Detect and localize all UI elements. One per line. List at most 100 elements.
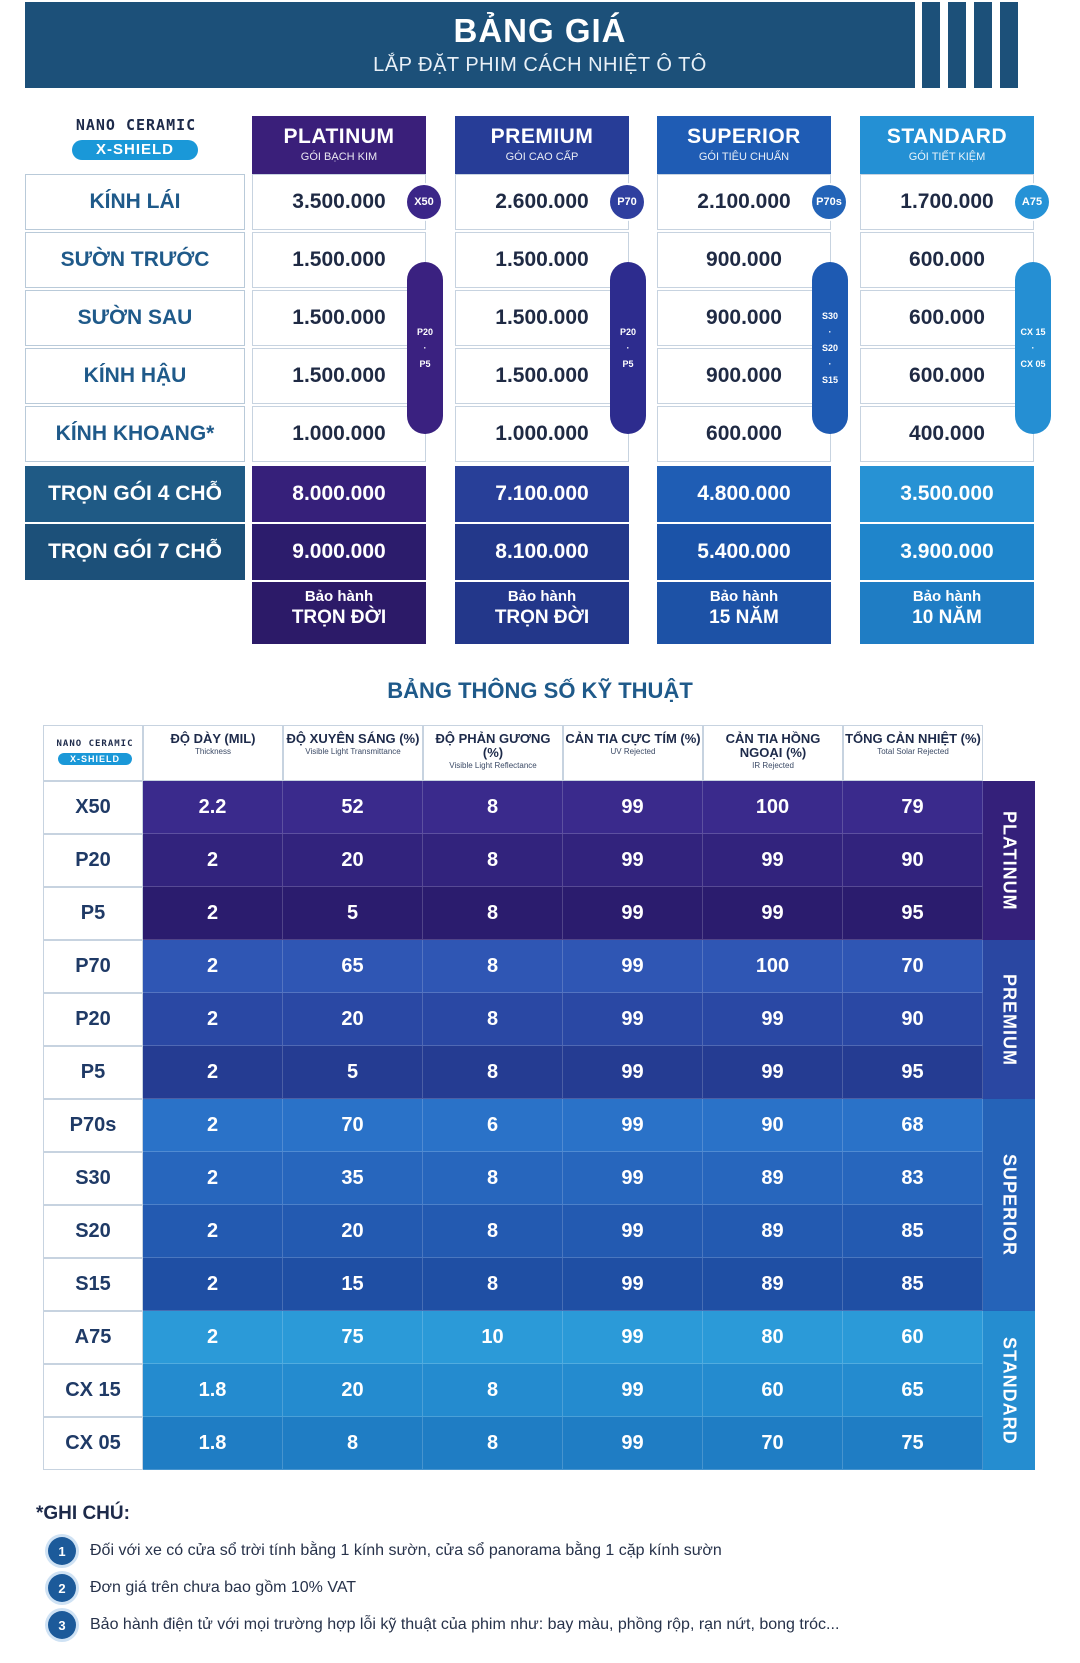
spec-value: 2 [143, 940, 283, 993]
spec-value: 2 [143, 1258, 283, 1311]
spec-value: 8 [423, 1258, 563, 1311]
spec-row: 2 75 10 99 80 60 [143, 1311, 983, 1364]
spec-value: 99 [563, 1046, 703, 1099]
warranty-line1: Bảo hành [912, 588, 982, 605]
price-cell: 3.500.000 [252, 174, 426, 230]
spec-value: 70 [283, 1099, 423, 1152]
spec-value: 99 [563, 940, 703, 993]
tier-header-superior: SUPERIOR GÓI TIÊU CHUẨN [657, 116, 831, 174]
note-number: 1 [48, 1537, 76, 1565]
spec-value: 5 [283, 887, 423, 940]
brand-logo-text: NANO CERAMIC [75, 116, 197, 134]
spec-row: 2 5 8 99 99 95 [143, 887, 983, 940]
package-price: 8.100.000 [455, 524, 629, 580]
price-cell: 1.500.000 [252, 290, 426, 346]
spec-value: 95 [843, 1046, 983, 1099]
spec-value: 99 [563, 1364, 703, 1417]
tier-side-text: PREMIUM [999, 973, 1020, 1066]
column-title: ĐỘ PHẢN GƯƠNG (%) [435, 731, 551, 760]
film-code: S15 [43, 1258, 143, 1311]
warranty-line2: TRỌN ĐỜI [494, 607, 590, 628]
tier-side-label: PLATINUM [983, 781, 1035, 940]
spec-value: 2 [143, 1152, 283, 1205]
price-cell: 900.000 [657, 232, 831, 288]
spec-value: 8 [423, 834, 563, 887]
spec-row: 2 65 8 99 100 70 [143, 940, 983, 993]
warranty-cell: Bảo hành TRỌN ĐỜI [252, 582, 426, 644]
price-cell: 600.000 [860, 290, 1034, 346]
column-subtitle: UV Rejected [610, 747, 656, 756]
film-range-pill: P20 · P5 [610, 262, 646, 434]
spec-row: 1.8 20 8 99 60 65 [143, 1364, 983, 1417]
film-range-pill: CX 15 · CX 05 [1015, 262, 1051, 434]
column-title: ĐỘ DÀY (MIL) [170, 731, 256, 746]
spec-value: 70 [703, 1417, 843, 1470]
column-subtitle: Visible Light Transmittance [305, 747, 401, 756]
spec-value: 100 [703, 940, 843, 993]
price-cell: 1.500.000 [252, 232, 426, 288]
spec-value: 8 [423, 887, 563, 940]
film-badge: P70 [610, 185, 644, 219]
film-range-item: CX 15 [1020, 327, 1046, 337]
spec-value: 90 [843, 993, 983, 1046]
spec-value: 100 [703, 781, 843, 834]
spec-row: 2 70 6 99 90 68 [143, 1099, 983, 1152]
spec-value: 1.8 [143, 1417, 283, 1470]
spec-value: 95 [843, 887, 983, 940]
spec-value: 2 [143, 834, 283, 887]
spec-value: 8 [423, 1152, 563, 1205]
spec-value: 60 [703, 1364, 843, 1417]
note-number: 2 [48, 1574, 76, 1602]
notes-title: *GHI CHÚ: [36, 1503, 130, 1524]
package-price: 7.100.000 [455, 466, 629, 522]
spec-value: 35 [283, 1152, 423, 1205]
note-text: Đối với xe có cửa sổ trời tính bằng 1 kí… [90, 1542, 722, 1559]
package-price: 9.000.000 [252, 524, 426, 580]
spec-value: 89 [703, 1152, 843, 1205]
column-title: TỔNG CẢN NHIỆT (%) [845, 731, 981, 746]
spec-value: 8 [423, 940, 563, 993]
spec-value: 8 [423, 781, 563, 834]
spec-value: 20 [283, 834, 423, 887]
spec-value: 15 [283, 1258, 423, 1311]
spec-row: 2 20 8 99 89 85 [143, 1205, 983, 1258]
film-range-item: S20 [821, 343, 838, 353]
price-cell: 2.100.000 [657, 174, 831, 230]
spec-value: 99 [563, 1417, 703, 1470]
film-range-item: P20 [619, 327, 636, 337]
spec-row: 1.8 8 8 99 70 75 [143, 1417, 983, 1470]
page-title: BẢNG GIÁ [453, 12, 627, 49]
spec-logo-cell [43, 725, 143, 781]
tier-header-premium: PREMIUM GÓI CAO CẤP [455, 116, 629, 174]
film-range-item: S15 [821, 375, 838, 385]
package-price: 3.900.000 [860, 524, 1034, 580]
film-code: P5 [43, 887, 143, 940]
spec-value: 99 [563, 834, 703, 887]
price-cell: 1.000.000 [252, 406, 426, 462]
spec-value: 8 [423, 993, 563, 1046]
spec-value: 60 [843, 1311, 983, 1364]
spec-value: 8 [423, 1205, 563, 1258]
spec-value: 75 [843, 1417, 983, 1470]
price-cell: 1.500.000 [455, 290, 629, 346]
warranty-line1: Bảo hành [304, 588, 374, 605]
film-range-item: · [828, 327, 832, 337]
spec-value: 68 [843, 1099, 983, 1152]
package-price: 3.500.000 [860, 466, 1034, 522]
film-badge: A75 [1015, 185, 1049, 219]
header-banner [25, 2, 915, 88]
spec-value: 2 [143, 887, 283, 940]
spec-value: 80 [703, 1311, 843, 1364]
spec-value: 2 [143, 1311, 283, 1364]
spec-value: 89 [703, 1258, 843, 1311]
column-subtitle: Visible Light Reflectance [449, 761, 537, 770]
spec-value: 75 [283, 1311, 423, 1364]
film-range-item: CX 05 [1020, 359, 1046, 369]
row-label: KÍNH HẬU [25, 348, 245, 404]
row-label: SƯỜN SAU [25, 290, 245, 346]
package-price: 8.000.000 [252, 466, 426, 522]
brand-logo-pill: X-SHIELD [72, 140, 198, 160]
spec-value: 8 [283, 1417, 423, 1470]
warranty-line1: Bảo hành [507, 588, 577, 605]
spec-value: 99 [563, 993, 703, 1046]
